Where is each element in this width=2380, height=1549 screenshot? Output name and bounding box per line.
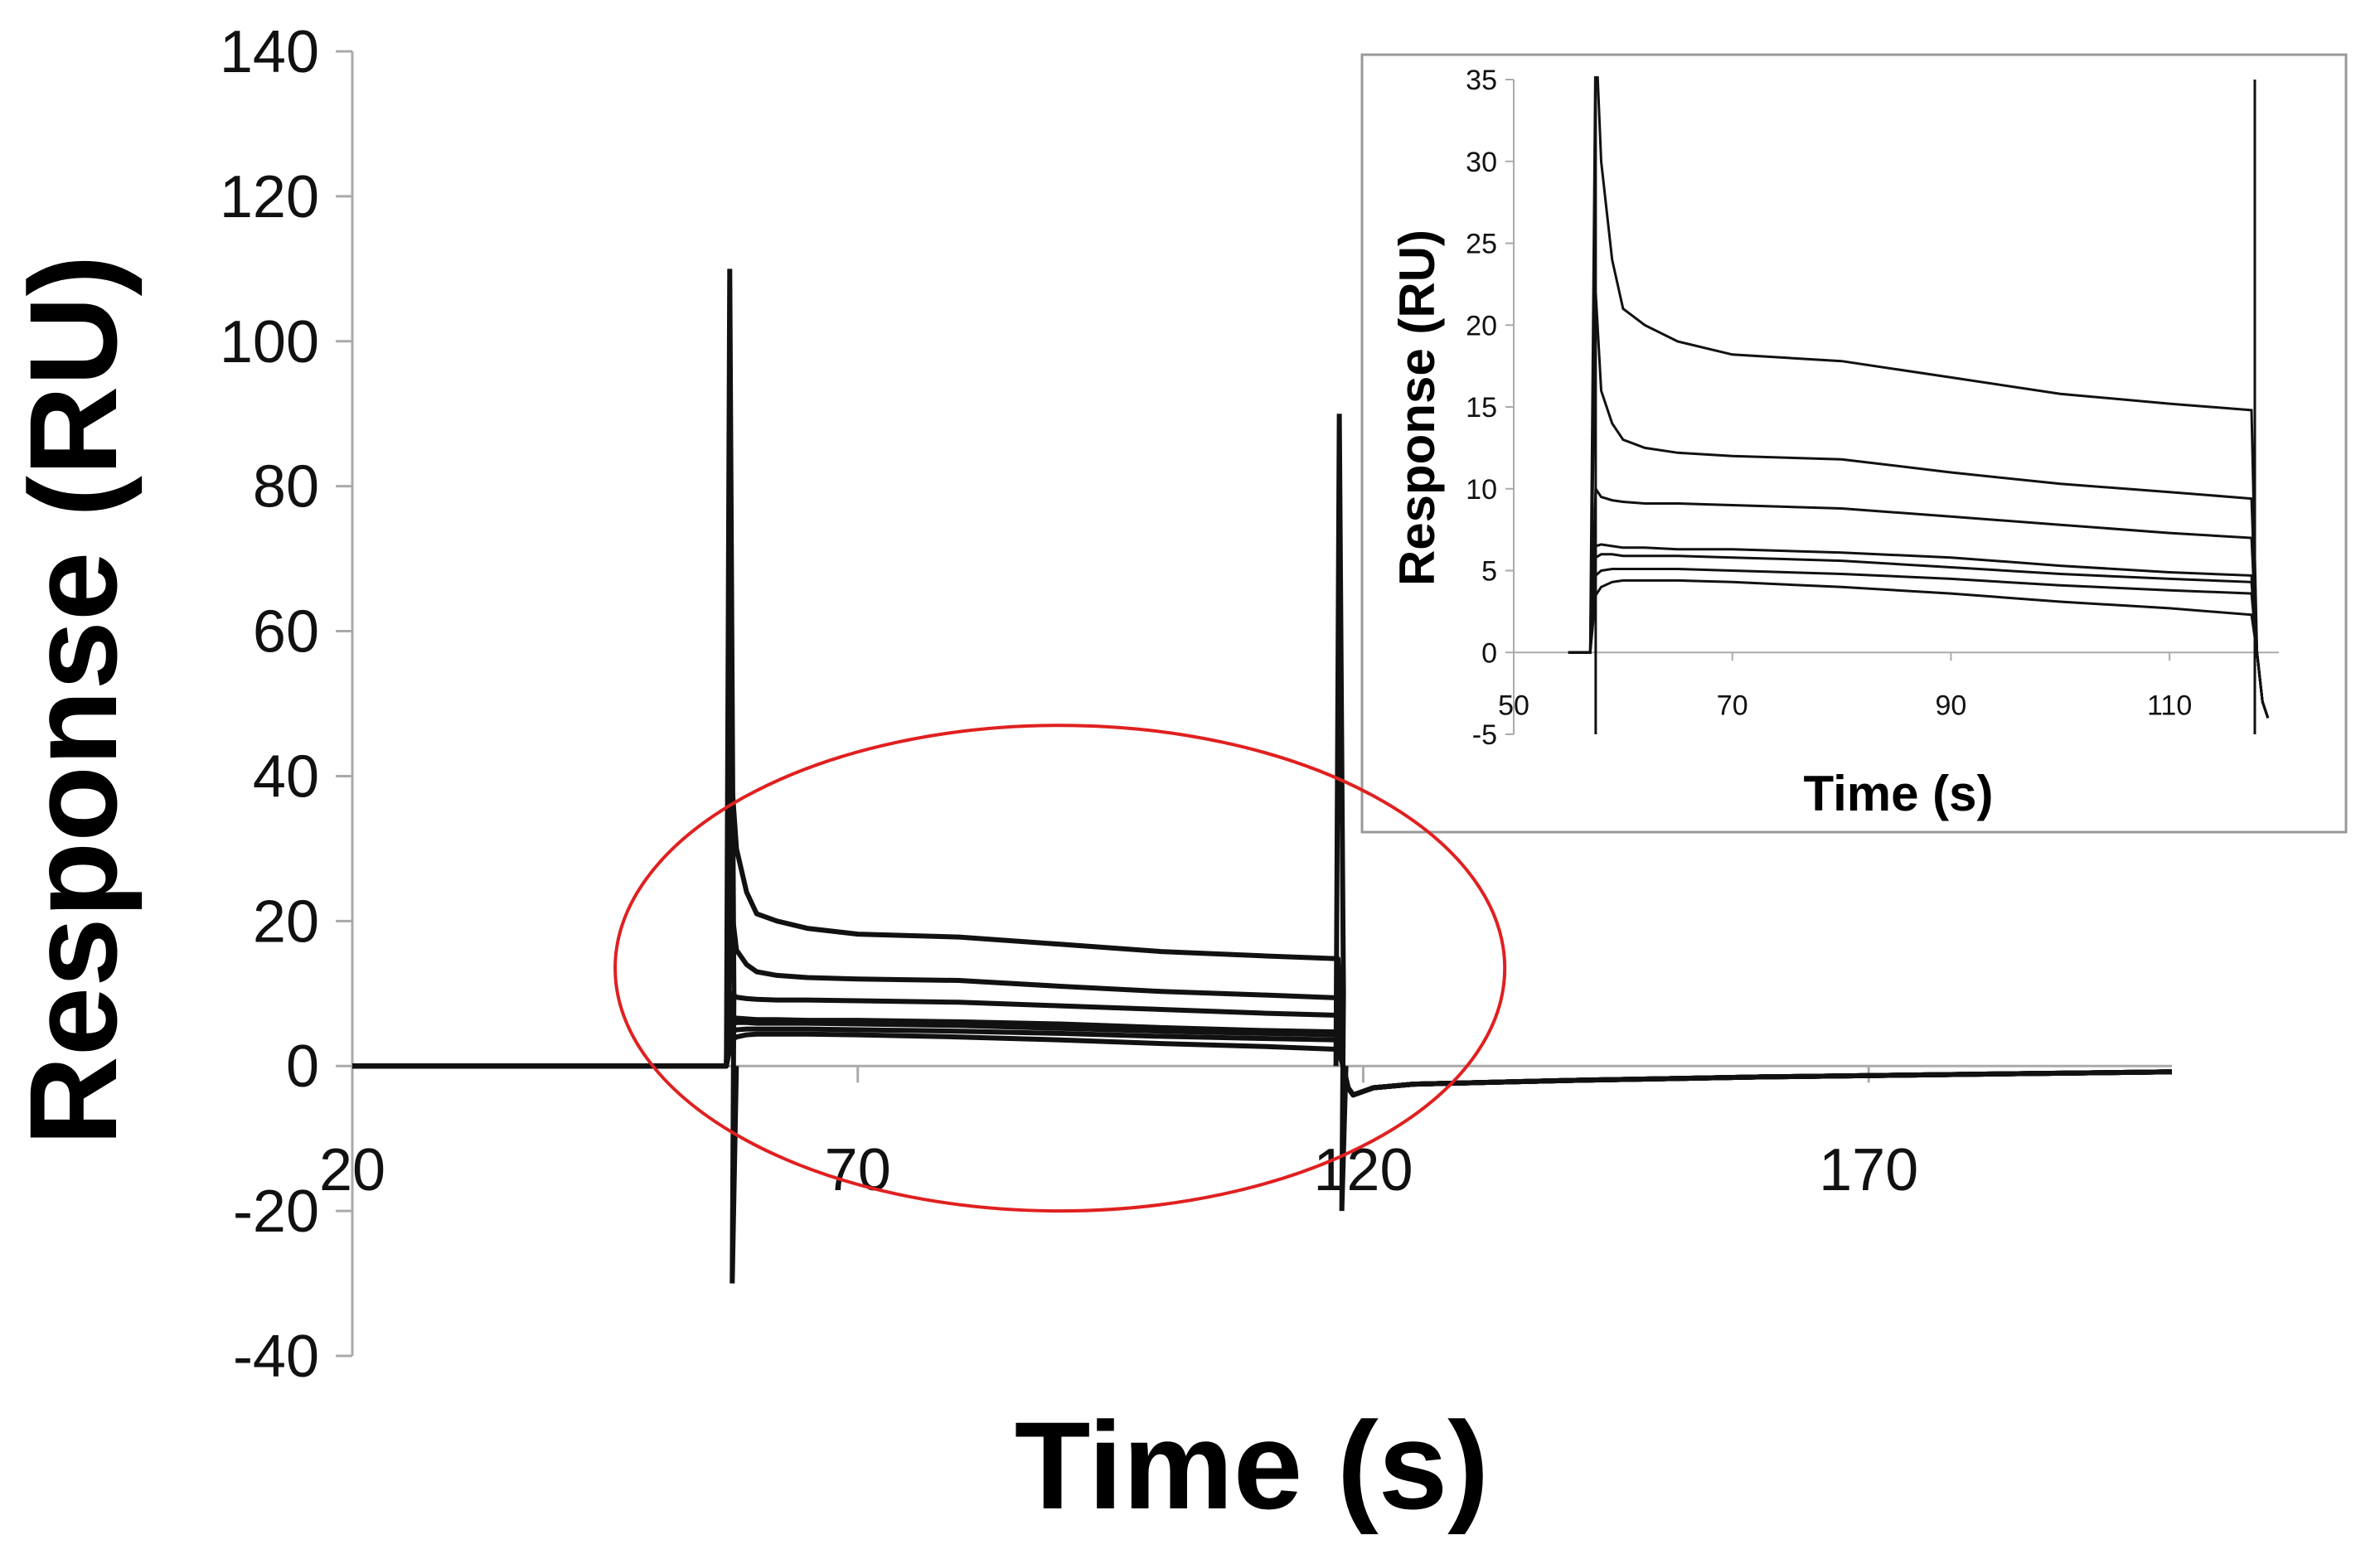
inset-y-tick-label: 5 [1481, 556, 1497, 588]
inset-series-line [1568, 292, 2270, 719]
inset-y-tick-label: 15 [1466, 392, 1497, 424]
inset-x-tick-label: 110 [2147, 690, 2192, 721]
main-dissociation-spike [1333, 414, 1349, 1212]
main-y-tick-label: 40 [253, 743, 319, 810]
inset-y-tick-label: 30 [1466, 147, 1497, 178]
inset-series-line [1568, 578, 2270, 719]
inset-y-tick-label: 20 [1466, 310, 1497, 341]
inset-series-line [1568, 568, 2270, 719]
inset-frame [1360, 53, 2348, 834]
main-injection-spike [724, 269, 739, 1284]
main-y-tick-label: 100 [220, 309, 319, 375]
inset-y-tick-label: 25 [1466, 229, 1497, 260]
main-x-tick-label: 70 [825, 1137, 891, 1203]
main-y-tick-label: 60 [253, 599, 319, 666]
inset-x-tick-label: 90 [1936, 690, 1967, 721]
inset-x-axis-title: Time (s) [1804, 766, 1994, 821]
main-x-axis-title: Time (s) [1015, 1396, 1489, 1535]
inset-y-tick-label: 10 [1466, 474, 1497, 506]
inset-y-tick-label: 35 [1466, 65, 1497, 96]
highlight-ellipse [613, 724, 1507, 1213]
main-y-tick-label: 140 [220, 19, 319, 85]
main-y-tick-label: 80 [253, 454, 319, 520]
main-y-tick-label: -40 [233, 1324, 319, 1390]
inset-plot: -5 0 5 10 15 20 25 30 35 50 70 90 110 [1466, 65, 2279, 751]
inset-series-line [1568, 76, 2270, 719]
inset-y-tick-label: 0 [1481, 637, 1497, 669]
main-x-tick-label: 170 [1819, 1137, 1918, 1203]
inset-series-group [1568, 76, 2270, 734]
main-x-tick-label: 120 [1313, 1137, 1413, 1203]
main-y-tick-label: 0 [286, 1033, 319, 1100]
main-y-tick-label: 120 [220, 164, 319, 230]
inset-series-line [1568, 485, 2270, 719]
main-y-axis-title: Response (RU) [3, 254, 143, 1145]
main-x-tick-label: 20 [319, 1137, 385, 1203]
inset-x-tick-label: 50 [1498, 690, 1529, 721]
inset-y-tick-label: -5 [1472, 719, 1497, 751]
main-y-tick-label: -20 [233, 1179, 319, 1245]
inset-y-axis-title: Response (RU) [1389, 230, 1445, 586]
main-y-tick-label: 20 [253, 888, 319, 955]
inset-x-tick-label: 70 [1717, 690, 1748, 721]
